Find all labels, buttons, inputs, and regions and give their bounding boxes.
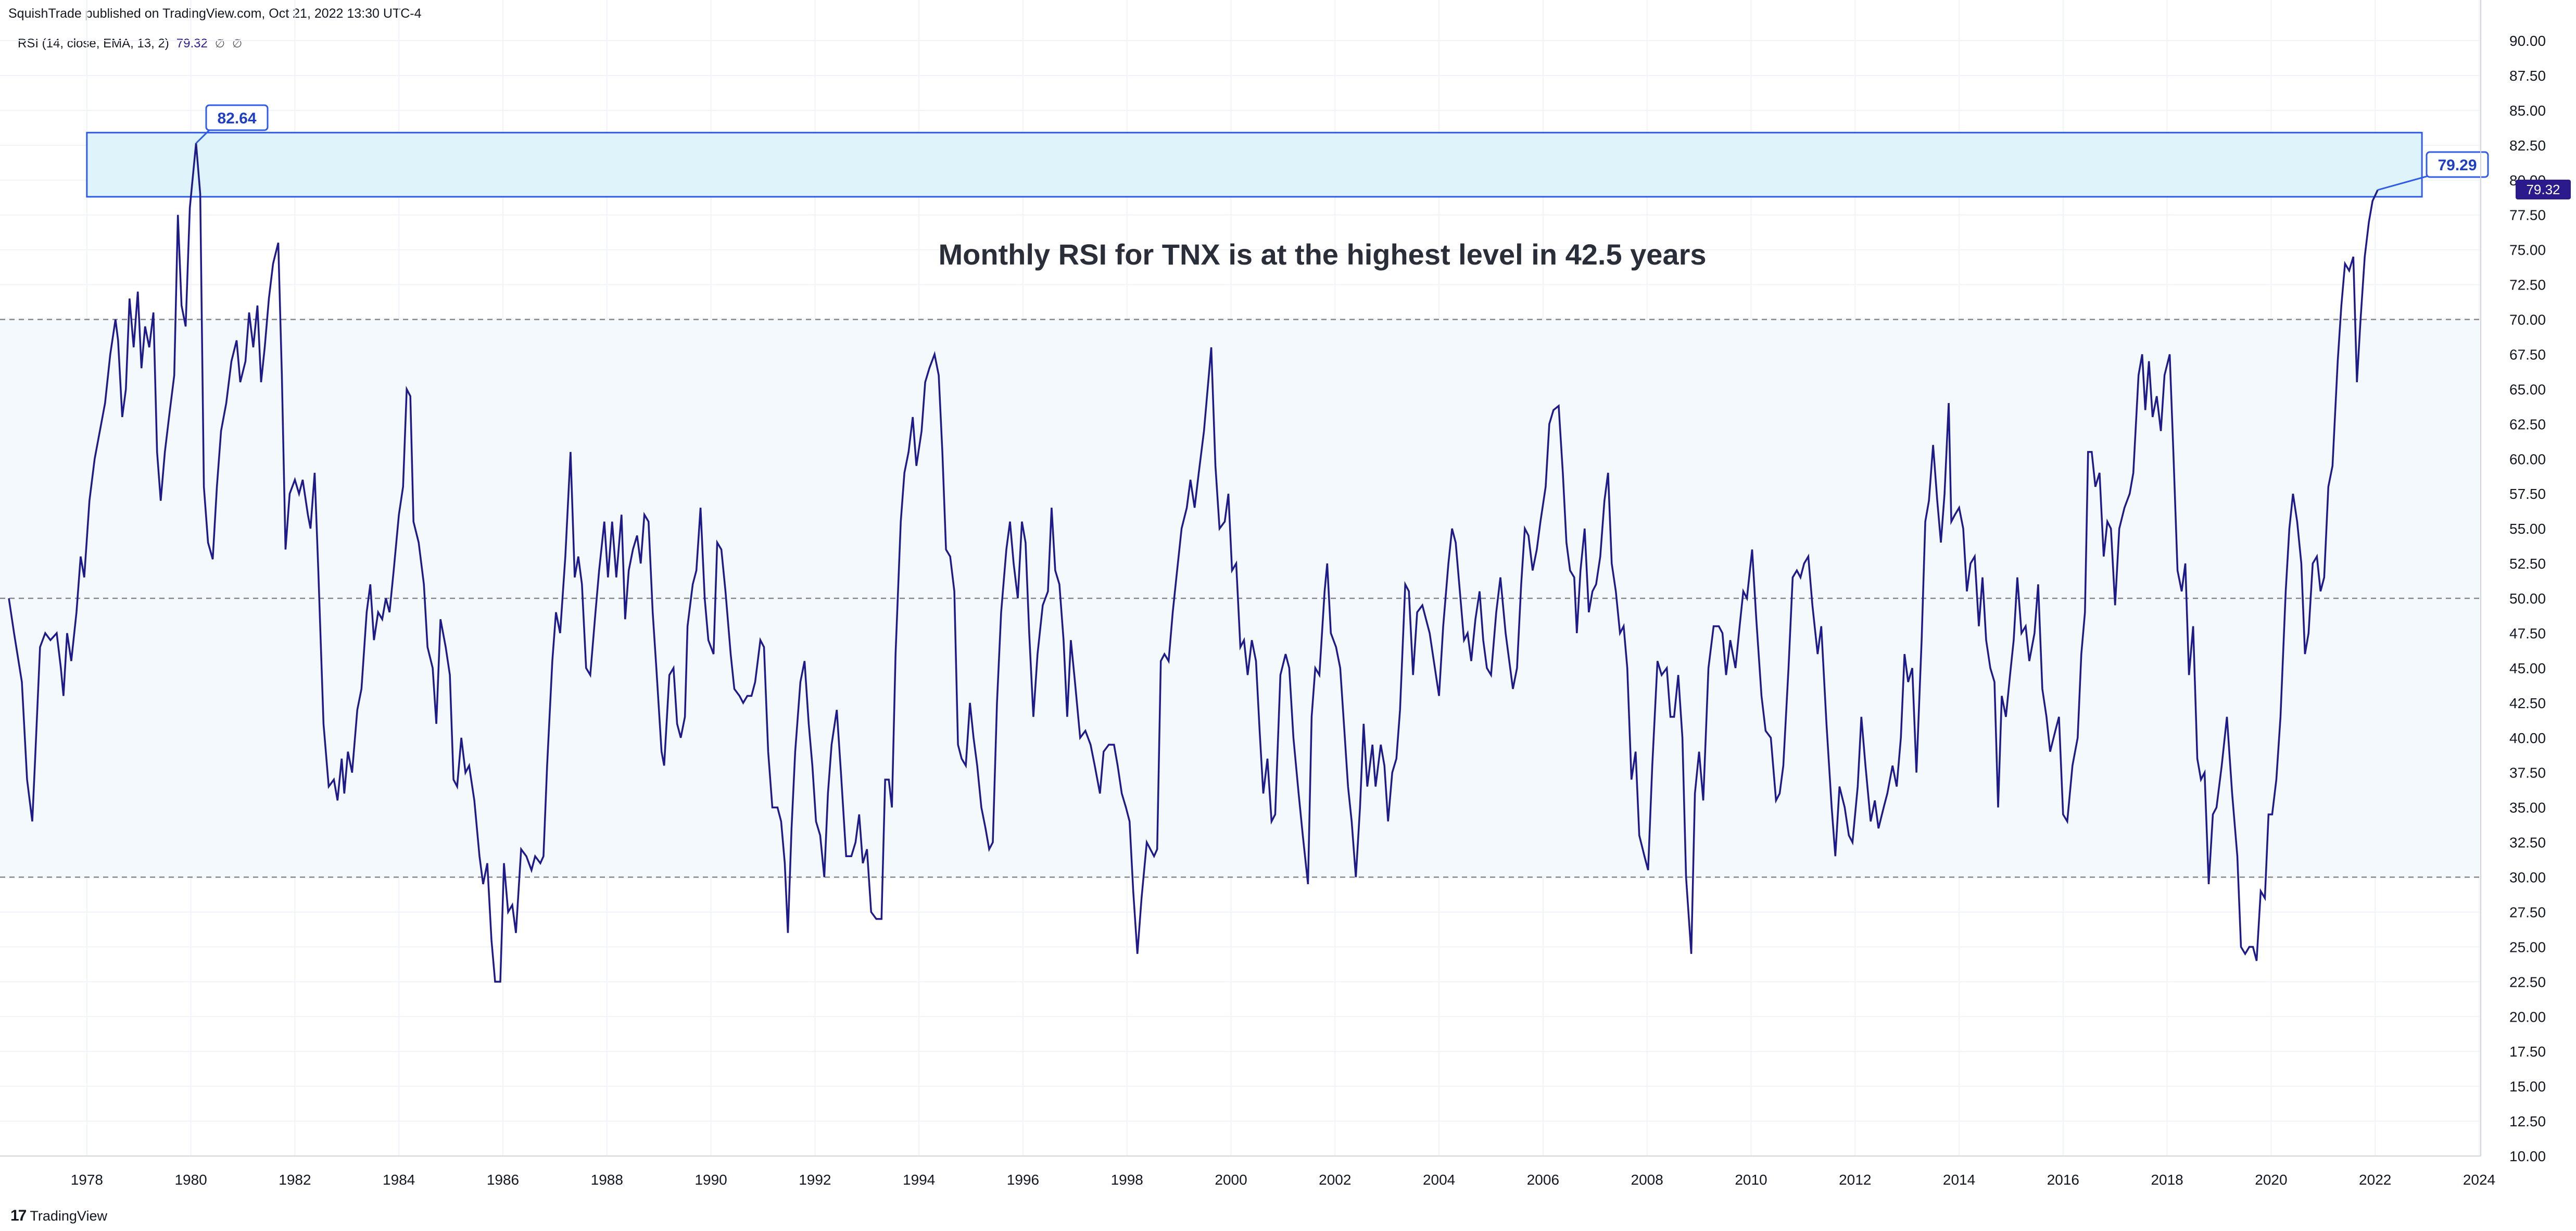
x-tick-label: 2016 [2047, 1172, 2079, 1188]
chart-annotation-title[interactable]: Monthly RSI for TNX is at the highest le… [938, 238, 1706, 271]
y-tick-label: 35.00 [2509, 800, 2546, 816]
y-tick-label: 17.50 [2509, 1044, 2546, 1060]
y-tick-label: 10.00 [2509, 1148, 2546, 1164]
current-callout-connector [2377, 174, 2432, 191]
indicator-value: 79.32 [176, 36, 208, 51]
y-tick-label: 75.00 [2509, 242, 2546, 258]
y-tick-label: 37.50 [2509, 765, 2546, 781]
x-tick-label: 2012 [1839, 1172, 1871, 1188]
x-tick-label: 1982 [279, 1172, 311, 1188]
peak-callout-box [205, 104, 269, 131]
x-tick-label: 2000 [1215, 1172, 1247, 1188]
x-axis[interactable]: 1978 1980 1982 1984 1986 1988 1990 1992 1994 1996… [0, 1155, 2495, 1188]
x-tick-label: 2006 [1527, 1172, 1559, 1188]
x-tick-label: 2008 [1631, 1172, 1663, 1188]
y-tick-label: 82.50 [2509, 137, 2546, 154]
peak-callout-label: 82.64 [217, 110, 256, 127]
tradingview-logo[interactable]: 17 TradingView [10, 1207, 107, 1225]
x-tick-label: 1980 [174, 1172, 207, 1188]
y-tick-label: 67.50 [2509, 346, 2546, 362]
x-tick-label: 2010 [1735, 1172, 1767, 1188]
x-tick-label: 2002 [1319, 1172, 1351, 1188]
x-tick-label: 1992 [799, 1172, 831, 1188]
y-tick-label: 65.00 [2509, 381, 2546, 397]
y-tick-label: 12.50 [2509, 1113, 2546, 1129]
y-tick-label: 87.50 [2509, 68, 2546, 84]
x-tick-label: 1994 [903, 1172, 935, 1188]
x-tick-label: 2024 [2463, 1172, 2495, 1188]
y-tick-label: 50.00 [2509, 591, 2546, 607]
y-tick-label: 42.50 [2509, 695, 2546, 711]
tradingview-brand-name: TradingView [30, 1208, 107, 1224]
x-tick-label: 2014 [1943, 1172, 1975, 1188]
x-tick-label: 1978 [71, 1172, 103, 1188]
y-tick-label: 20.00 [2509, 1009, 2546, 1025]
y-tick-label: 52.50 [2509, 556, 2546, 572]
y-tick-label: 30.00 [2509, 870, 2546, 886]
y-tick-label: 60.00 [2509, 451, 2546, 467]
x-tick-label: 1986 [487, 1172, 519, 1188]
y-tick-label: 62.50 [2509, 416, 2546, 432]
y-tick-label: 15.00 [2509, 1078, 2546, 1095]
y-tick-label: 47.50 [2509, 625, 2546, 642]
current-callout-label: 79.29 [2438, 157, 2477, 174]
current-callout-box [2426, 151, 2489, 178]
x-tick-label: 2020 [2255, 1172, 2287, 1188]
current-callout[interactable]: 79.29 [2377, 151, 2489, 191]
y-tick-label: 77.50 [2509, 207, 2546, 223]
y-tick-label: 55.00 [2509, 521, 2546, 537]
tradingview-logo-icon: 17 [10, 1207, 27, 1224]
y-tick-label: 72.50 [2509, 277, 2546, 293]
x-tick-label: 1998 [1111, 1172, 1143, 1188]
highlight-zone[interactable] [86, 132, 2423, 198]
y-tick-label: 27.50 [2509, 904, 2546, 920]
y-tick-label: 45.00 [2509, 660, 2546, 676]
peak-callout[interactable]: 82.64 [195, 104, 269, 144]
x-tick-label: 1990 [694, 1172, 727, 1188]
y-tick-label: 85.00 [2509, 103, 2546, 119]
rsi-band-lines [0, 319, 2481, 878]
x-tick-label: 2018 [2151, 1172, 2183, 1188]
x-tick-label: 2022 [2359, 1172, 2391, 1188]
y-axis[interactable]: 10.00 12.50 15.00 17.50 20.00 22.50 25.00 27.50… [2480, 0, 2546, 1164]
last-value-tag-bg [2516, 179, 2571, 199]
x-tick-label: 2004 [1423, 1172, 1455, 1188]
y-tick-label: 40.00 [2509, 730, 2546, 746]
x-tick-label: 1988 [591, 1172, 623, 1188]
y-tick-label: 57.50 [2509, 486, 2546, 502]
indicator-label[interactable]: RSI (14, close, EMA, 13, 2) [18, 36, 169, 51]
last-value-tag-text: 79.32 [2526, 182, 2560, 197]
y-tick-label: 32.50 [2509, 835, 2546, 851]
publish-line: SquishTrade published on TradingView.com… [8, 6, 422, 21]
x-tick-label: 1996 [1007, 1172, 1039, 1188]
x-tick-label: 1984 [383, 1172, 415, 1188]
y-tick-label: 25.00 [2509, 939, 2546, 955]
y-tick-label: 22.50 [2509, 974, 2546, 990]
last-value-tag: 79.32 [2516, 179, 2571, 199]
y-tick-label: 90.00 [2509, 33, 2546, 49]
rsi-series-line [8, 143, 2379, 983]
y-tick-label: 70.00 [2509, 312, 2546, 328]
